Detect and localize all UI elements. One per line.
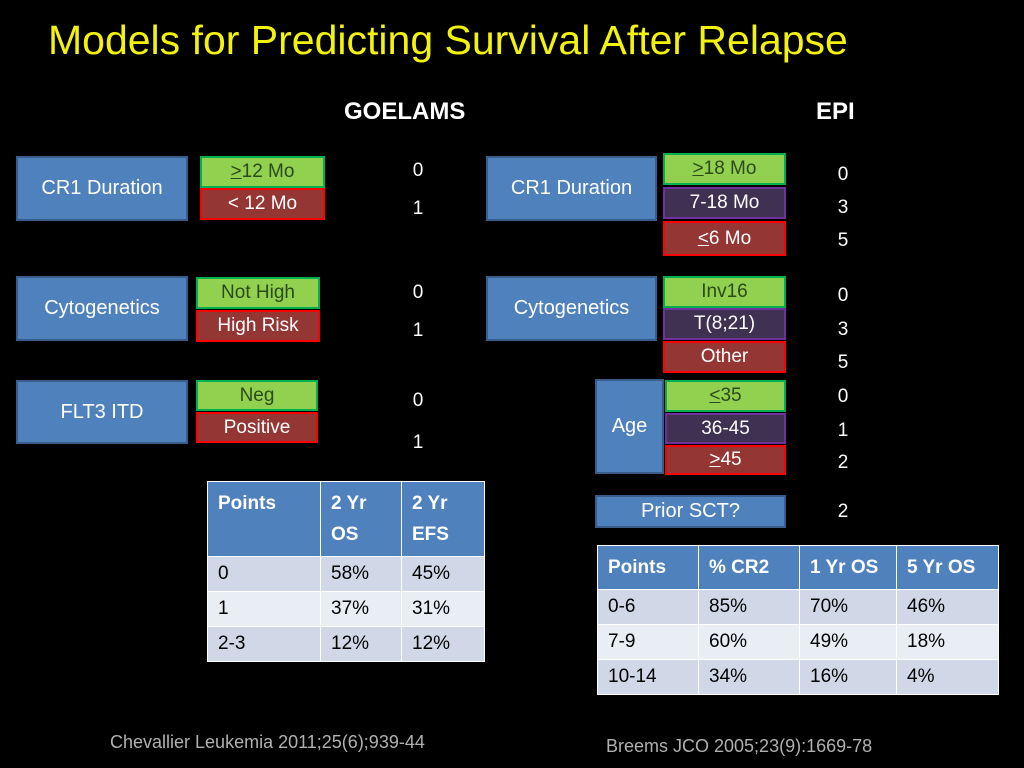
epi-age-option-0: <35 (665, 380, 786, 412)
goelams-flt3-points-0: 0 (412, 390, 424, 411)
epi-prior-sct-box: Prior SCT? (595, 495, 786, 528)
goelams-citation: Chevallier Leukemia 2011;25(6);939-44 (110, 732, 425, 752)
epi-age-points-0: 0 (837, 386, 849, 407)
epi-cyto-points-2: 5 (837, 352, 849, 373)
epi-cyto-option-0: Inv16 (663, 276, 786, 308)
epi-cr1-option-0: > 18 Mo (663, 153, 786, 185)
table-cell: 0-6 (597, 589, 699, 625)
epi-age-option-1: 36-45 (665, 413, 786, 444)
epi-cyto-points-1: 3 (837, 319, 849, 340)
table-header-cell: 2 Yr EFS (401, 481, 485, 557)
table-cell: 10-14 (597, 659, 699, 695)
table-header-cell: % CR2 (698, 545, 800, 590)
epi-cr1-points-1: 3 (837, 197, 849, 218)
table-header-cell: 1 Yr OS (799, 545, 897, 590)
goelams-cr1-option-0: > 12 Mo (200, 156, 325, 188)
table-header-cell: Points (207, 481, 321, 557)
table-cell: 34% (698, 659, 800, 695)
table-cell: 0 (207, 556, 321, 592)
table-cell: 1 (207, 591, 321, 627)
goelams-cyto-option-1: High Risk (196, 310, 320, 342)
table-header-cell: 2 Yr OS (320, 481, 402, 557)
table-cell: 12% (320, 626, 402, 662)
table-cell: 70% (799, 589, 897, 625)
goelams-cr1-points-1: 1 (412, 198, 424, 219)
table-row: 1 37% 31% (207, 591, 485, 627)
epi-age-points-2: 2 (837, 452, 849, 473)
goelams-outcome-table: Points 2 Yr OS 2 Yr EFS 0 58% 45% 1 37% … (207, 481, 485, 662)
table-row: 0 58% 45% (207, 556, 485, 592)
table-cell: 18% (896, 624, 999, 660)
epi-cr1-points-0: 0 (837, 164, 849, 185)
epi-cyto-option-1: T(8;21) (663, 308, 786, 340)
table-cell: 12% (401, 626, 485, 662)
epi-age-option-2: >45 (665, 445, 786, 475)
table-row: 2-3 12% 12% (207, 626, 485, 662)
goelams-cr1-option-1: < 12 Mo (200, 188, 325, 220)
epi-age-box: Age (595, 379, 664, 474)
table-cell: 58% (320, 556, 402, 592)
table-header-cell: Points (597, 545, 699, 590)
table-row: 0-6 85% 70% 46% (597, 589, 999, 625)
table-cell: 49% (799, 624, 897, 660)
table-header-cell: 5 Yr OS (896, 545, 999, 590)
epi-header: EPI (816, 98, 855, 125)
goelams-flt3-option-0: Neg (196, 380, 318, 411)
table-cell: 2-3 (207, 626, 321, 662)
epi-cr1-points-2: 5 (837, 230, 849, 251)
table-cell: 31% (401, 591, 485, 627)
epi-age-points-1: 1 (837, 420, 849, 441)
epi-cr1-option-2: < 6 Mo (663, 221, 786, 256)
table-row: 10-14 34% 16% 4% (597, 659, 999, 695)
epi-cyto-points-0: 0 (837, 285, 849, 306)
table-header-row: Points 2 Yr OS 2 Yr EFS (207, 481, 485, 557)
table-cell: 16% (799, 659, 897, 695)
goelams-cr1-points-0: 0 (412, 160, 424, 181)
epi-cr1-option-1: 7-18 Mo (663, 187, 786, 219)
table-cell: 60% (698, 624, 800, 660)
epi-citation: Breems JCO 2005;23(9):1669-78 (606, 736, 873, 756)
table-header-row: Points % CR2 1 Yr OS 5 Yr OS (597, 545, 999, 590)
epi-outcome-table: Points % CR2 1 Yr OS 5 Yr OS 0-6 85% 70%… (597, 545, 999, 695)
goelams-flt3-option-1: Positive (196, 412, 318, 443)
goelams-cyto-points-0: 0 (412, 282, 424, 303)
epi-cyto-option-2: Other (663, 341, 786, 373)
epi-prior-sct-points: 2 (837, 501, 849, 522)
goelams-cyto-points-1: 1 (412, 320, 424, 341)
table-row: 7-9 60% 49% 18% (597, 624, 999, 660)
goelams-header: GOELAMS (344, 98, 466, 125)
goelams-flt3-points-1: 1 (412, 432, 424, 453)
goelams-flt3-itd-box: FLT3 ITD (16, 380, 188, 444)
goelams-cr1-duration-box: CR1 Duration (16, 156, 188, 221)
epi-cr1-duration-box: CR1 Duration (486, 156, 657, 221)
slide-title: Models for Predicting Survival After Rel… (48, 17, 848, 63)
table-cell: 46% (896, 589, 999, 625)
epi-cytogenetics-box: Cytogenetics (486, 276, 657, 341)
table-cell: 45% (401, 556, 485, 592)
table-cell: 4% (896, 659, 999, 695)
goelams-cyto-option-0: Not High (196, 277, 320, 309)
table-cell: 37% (320, 591, 402, 627)
goelams-cytogenetics-box: Cytogenetics (16, 276, 188, 341)
table-cell: 7-9 (597, 624, 699, 660)
table-cell: 85% (698, 589, 800, 625)
